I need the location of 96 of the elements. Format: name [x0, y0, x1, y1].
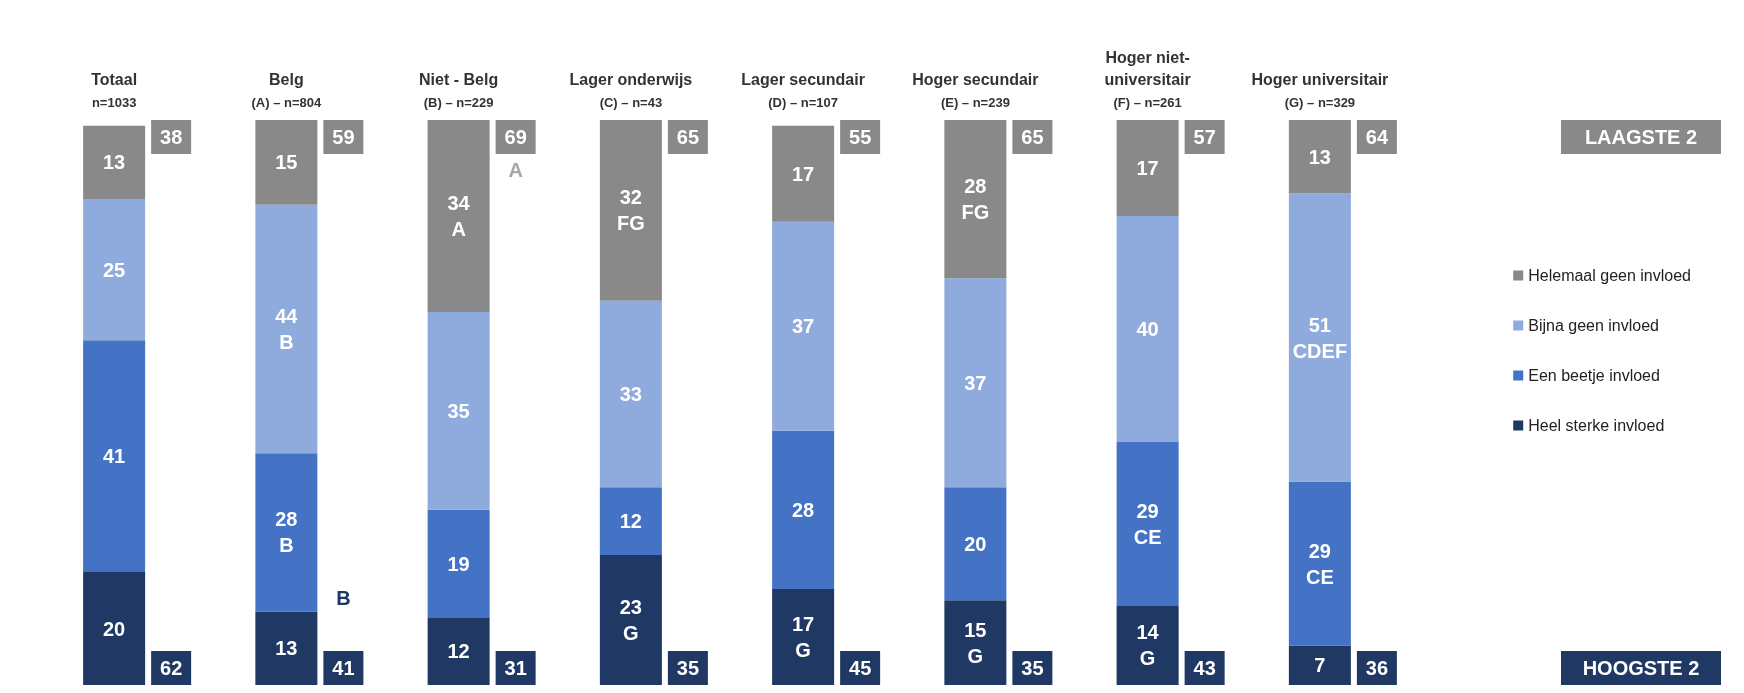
data-label: 7	[1314, 654, 1326, 677]
x-tick-label: Totaal n=1033	[91, 70, 138, 110]
x-tick-label: Hoger universitair (G) – n=329	[1251, 70, 1389, 110]
data-label: 28 FG	[961, 175, 990, 224]
bar	[772, 221, 835, 431]
data-label: 13	[1308, 145, 1331, 168]
bar	[772, 430, 835, 589]
text: LAAGSTE 2	[1584, 126, 1698, 148]
bar	[944, 278, 1007, 488]
bar	[772, 588, 835, 685]
data-label: 29 CE	[1133, 499, 1162, 548]
data-label: 13	[103, 151, 126, 174]
data-label: 23 G	[619, 596, 642, 645]
x-tick-label: Lager onderwijs (C) – n=43	[569, 70, 693, 110]
data-label: 15 G	[964, 618, 987, 667]
data-label: 17	[792, 162, 815, 185]
annotation: 31	[504, 657, 527, 679]
annotation: 55	[849, 126, 872, 148]
x-tick-label: Hoger niet-universitair (F) – n=261	[1104, 48, 1191, 110]
data-label: 20	[103, 617, 126, 640]
bar	[599, 487, 662, 556]
data-label: 44 B	[275, 305, 299, 354]
data-label: 15	[275, 151, 298, 174]
bar	[1116, 120, 1179, 217]
annotation: 45	[849, 657, 872, 679]
bar	[255, 204, 318, 454]
text: HOOGSTE 2	[1582, 657, 1700, 679]
annotation: 59	[332, 126, 355, 148]
bar	[599, 120, 662, 301]
data-label: 33	[619, 383, 642, 406]
bar	[427, 617, 490, 685]
data-label: 25	[103, 258, 126, 281]
bar	[83, 340, 146, 572]
bar	[944, 120, 1007, 279]
annotation: 65	[676, 126, 700, 148]
bar	[1116, 442, 1179, 606]
data-label: 12	[619, 510, 642, 533]
bar	[427, 120, 490, 313]
data-label: 20	[964, 532, 987, 555]
data-label: 51 CDEF	[1292, 313, 1348, 362]
bar	[1288, 120, 1351, 194]
legend-label: Heel sterke invloed	[1528, 417, 1665, 434]
bar	[1288, 645, 1351, 685]
bar	[83, 199, 146, 341]
bar	[944, 600, 1007, 685]
x-tick-label: Niet - Belg (B) – n=229	[419, 70, 499, 110]
legend-label: Een beetje invloed	[1528, 367, 1660, 384]
annotation: 35	[676, 657, 700, 679]
legend-label: Helemaal geen invloed	[1528, 267, 1692, 284]
annotation: 57	[1193, 126, 1216, 148]
bar	[1116, 605, 1179, 685]
annotation: 69	[504, 126, 527, 148]
bar	[255, 120, 318, 205]
bar	[255, 453, 318, 612]
x-tick-label: Hoger secundair (E) – n=239	[912, 70, 1039, 110]
data-label: 29 CE	[1305, 539, 1334, 588]
annotation: B	[336, 586, 351, 609]
bar	[427, 509, 490, 618]
bar	[599, 300, 662, 488]
data-label: 35	[447, 399, 470, 422]
legend-label: Bijna geen invloed	[1528, 317, 1659, 334]
bar	[1288, 481, 1351, 646]
annotation: A	[508, 159, 523, 181]
annotation: 35	[1021, 657, 1044, 679]
data-label: 13	[275, 637, 298, 660]
bar	[83, 125, 146, 200]
data-label: 28	[792, 498, 815, 521]
data-label: 12	[447, 640, 470, 663]
bar	[255, 611, 318, 685]
x-tick-label: Belg (A) – n=804	[251, 70, 322, 110]
bar	[1288, 193, 1351, 482]
data-label: 34 A	[447, 192, 471, 241]
data-label: 37	[964, 371, 987, 394]
data-label: 41	[103, 445, 126, 468]
data-label: 19	[447, 552, 470, 575]
annotation: 62	[160, 657, 183, 679]
bar	[427, 312, 490, 510]
data-label: 32 FG	[616, 186, 645, 235]
x-tick-label: Lager secundair (D) – n=107	[741, 70, 865, 110]
bar	[1116, 216, 1179, 443]
annotation: 65	[1021, 126, 1044, 148]
annotation: 36	[1365, 657, 1389, 679]
annotation: 64	[1365, 126, 1389, 148]
bar	[83, 572, 146, 685]
data-label: 28 B	[275, 508, 298, 557]
bar	[944, 487, 1007, 601]
data-label: 40	[1136, 318, 1159, 341]
bar	[599, 555, 662, 685]
annotation: 43	[1193, 657, 1216, 679]
annotation: 38	[160, 126, 183, 148]
data-label: 17	[1136, 157, 1159, 180]
annotation: 41	[332, 657, 355, 679]
data-label: 14 G	[1136, 621, 1160, 670]
data-label: 17 G	[792, 612, 815, 661]
data-label: 37	[792, 315, 815, 338]
bar	[772, 125, 835, 222]
